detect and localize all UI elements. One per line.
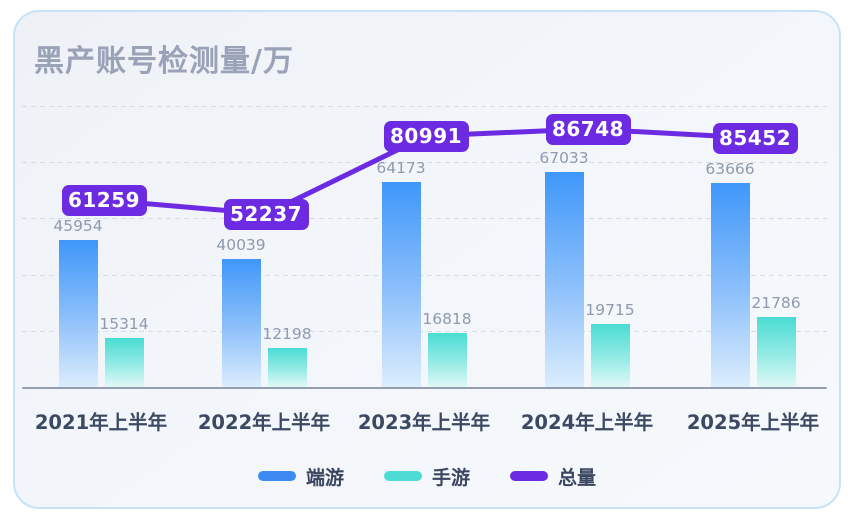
chart-title: 黑产账号检测量/万	[34, 44, 294, 79]
legend-swatch-pc-games	[257, 471, 296, 481]
gridline	[22, 275, 827, 276]
mobile-games-bar-2024年上半年	[590, 324, 630, 387]
legend-item-mobile-games[interactable]: 手游	[383, 463, 470, 490]
legend-swatch-mobile-games	[383, 471, 422, 481]
bar-value-label: 21786	[751, 294, 801, 312]
total-badge-2022年上半年: 52237	[223, 198, 309, 230]
bar-value-label: 40039	[216, 236, 266, 254]
chart-card	[13, 10, 841, 509]
bar-value-label: 19715	[585, 301, 635, 319]
total-badge-2024年上半年: 86748	[545, 113, 631, 145]
legend-label-total: 总量	[558, 466, 597, 489]
gridline	[22, 218, 827, 219]
x-axis-line	[22, 387, 827, 389]
pc-games-bar-2024年上半年	[544, 172, 584, 387]
legend-item-pc-games[interactable]: 端游	[257, 463, 344, 490]
bar-value-label: 63666	[705, 160, 755, 178]
bar-value-label: 12198	[262, 325, 312, 343]
mobile-games-bar-2023年上半年	[427, 333, 467, 387]
total-badge-2023年上半年: 80991	[383, 120, 469, 152]
total-badge-2021年上半年: 61259	[61, 184, 147, 216]
x-axis-label: 2023年上半年	[357, 411, 491, 434]
total-badge-value: 86748	[551, 117, 625, 141]
bar-value-label: 45954	[53, 217, 103, 235]
pc-games-bar-2022年上半年	[221, 259, 261, 387]
pc-games-bar-2023年上半年	[381, 182, 421, 387]
legend-label-mobile-games: 手游	[431, 466, 470, 489]
pc-games-bar-2021年上半年	[58, 240, 98, 387]
gridline	[22, 331, 827, 332]
total-badge-2025年上半年: 85452	[712, 122, 798, 154]
x-axis-label: 2022年上半年	[197, 411, 331, 434]
x-axis-label: 2025年上半年	[686, 411, 820, 434]
bar-value-label: 67033	[539, 149, 589, 167]
bar-value-label: 15314	[99, 315, 149, 333]
mobile-games-bar-2022年上半年	[267, 348, 307, 387]
total-badge-value: 52237	[229, 202, 303, 226]
bar-value-label: 16818	[422, 310, 472, 328]
total-badge-value: 61259	[67, 188, 141, 212]
total-badge-value: 80991	[389, 124, 463, 148]
legend: 端游 手游 总量	[0, 461, 854, 491]
pc-games-bar-2025年上半年	[710, 183, 750, 387]
total-badge-value: 85452	[718, 126, 792, 150]
gridline	[22, 106, 827, 107]
x-axis-label: 2021年上半年	[34, 411, 168, 434]
legend-swatch-total	[510, 471, 548, 481]
x-axis-label: 2024年上半年	[520, 411, 654, 434]
legend-label-pc-games: 端游	[305, 466, 344, 489]
mobile-games-bar-2021年上半年	[104, 338, 144, 387]
mobile-games-bar-2025年上半年	[756, 317, 796, 387]
legend-item-total[interactable]: 总量	[510, 463, 596, 490]
bar-value-label: 64173	[376, 159, 426, 177]
